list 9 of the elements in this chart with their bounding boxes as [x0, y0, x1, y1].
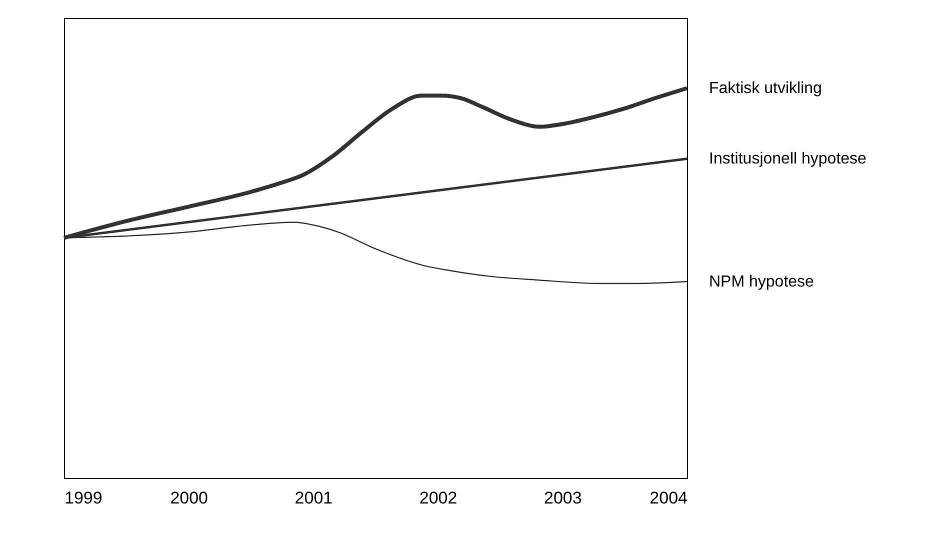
- x-tick-label: 1999: [64, 488, 102, 508]
- series-label: Institusjonell hypotese: [709, 150, 867, 168]
- x-tick-label: 2001: [294, 488, 333, 508]
- x-tick-label: 2003: [544, 488, 582, 508]
- series-label: NPM hypotese: [709, 274, 814, 291]
- x-tick-label: 2004: [650, 488, 688, 508]
- series-label: Faktisk utvikling: [709, 80, 822, 98]
- x-tick-label: 2002: [419, 488, 458, 508]
- x-tick-label: 2000: [170, 488, 208, 508]
